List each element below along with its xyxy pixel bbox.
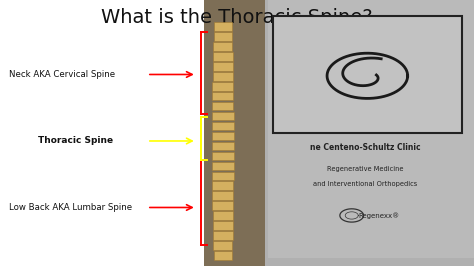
Text: Regenerative Medicine: Regenerative Medicine <box>327 166 403 172</box>
Bar <box>212 92 233 101</box>
Bar <box>212 142 234 150</box>
Bar <box>213 211 233 220</box>
Bar <box>213 32 232 41</box>
Bar <box>212 181 233 190</box>
Bar <box>212 192 233 200</box>
Text: ne Centeno-Schultz Clinic: ne Centeno-Schultz Clinic <box>310 143 420 152</box>
Bar <box>212 122 234 130</box>
Bar <box>213 72 233 81</box>
Bar <box>213 241 232 250</box>
Text: Neck AKA Cervical Spine: Neck AKA Cervical Spine <box>9 70 116 79</box>
Bar <box>273 16 462 133</box>
Text: What is the Thoracic Spine?: What is the Thoracic Spine? <box>101 8 373 27</box>
Text: Low Back AKA Lumbar Spine: Low Back AKA Lumbar Spine <box>9 203 133 212</box>
Text: Thoracic Spine: Thoracic Spine <box>38 136 113 146</box>
Bar <box>204 0 265 266</box>
Bar <box>214 22 232 31</box>
Bar <box>212 152 234 160</box>
Text: and Interventional Orthopedics: and Interventional Orthopedics <box>313 181 417 186</box>
Bar <box>213 231 233 240</box>
Bar <box>268 0 474 258</box>
Bar <box>212 201 233 210</box>
Bar <box>212 161 234 170</box>
Text: Regenexx®: Regenexx® <box>358 212 400 219</box>
Bar <box>213 221 233 230</box>
Bar <box>213 62 233 71</box>
Bar <box>212 132 234 140</box>
Bar <box>212 82 233 90</box>
Bar <box>265 0 474 266</box>
Bar <box>213 42 232 51</box>
Bar <box>212 112 234 120</box>
Bar <box>212 172 234 180</box>
Bar <box>213 52 233 61</box>
Bar <box>212 102 233 110</box>
Bar <box>213 251 232 260</box>
